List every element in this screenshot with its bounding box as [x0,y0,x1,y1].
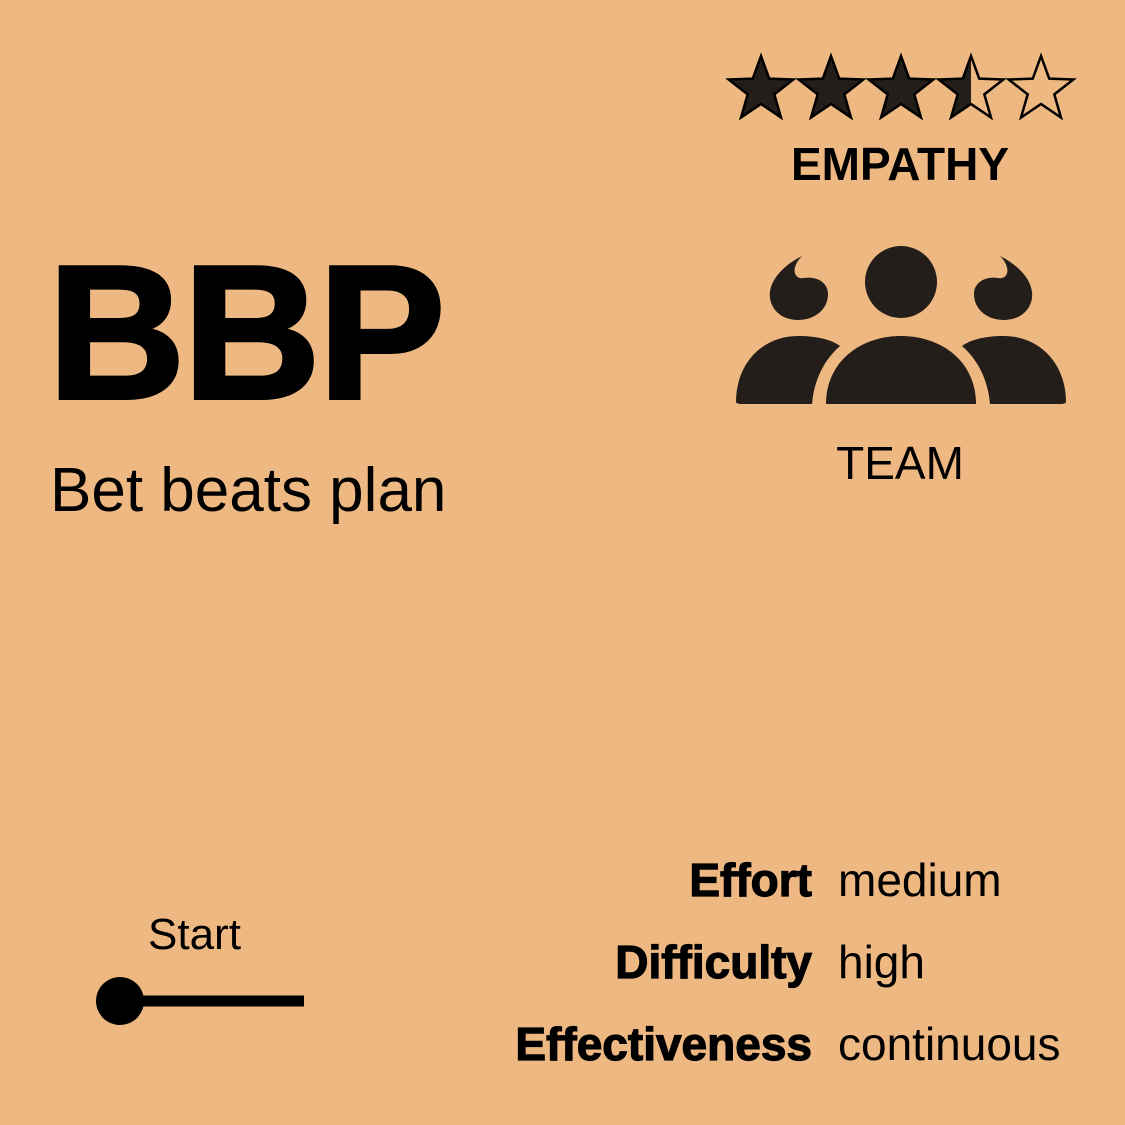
star-full-icon [865,52,937,121]
star-half-icon [935,52,1007,121]
audience-label: TEAM [836,437,964,489]
metric-value: high [838,936,925,988]
star-empty-icon [1005,52,1077,121]
metric-row-effort: Effort medium [420,854,1110,939]
metric-value: continuous [838,1018,1061,1070]
metric-name: Effort [689,854,813,906]
metric-value: medium [838,854,1002,906]
start-stage-icon [96,977,304,1025]
stage-label: Start [148,910,241,959]
star-rating [725,52,1077,121]
card-abbreviation: BBP [46,227,447,439]
metric-row-effectiveness: Effectiveness continuous [420,1018,1110,1103]
metrics-table: Effort medium Difficulty high Effectiven… [420,854,1110,1103]
metric-name: Effectiveness [515,1018,813,1070]
metric-row-difficulty: Difficulty high [420,936,1110,1021]
star-full-icon [725,52,797,121]
star-full-icon [795,52,867,121]
card-category: EMPATHY [790,138,1010,190]
card-title: Bet beats plan [50,456,447,525]
team-icon [736,246,1066,404]
metric-name: Difficulty [615,936,813,988]
